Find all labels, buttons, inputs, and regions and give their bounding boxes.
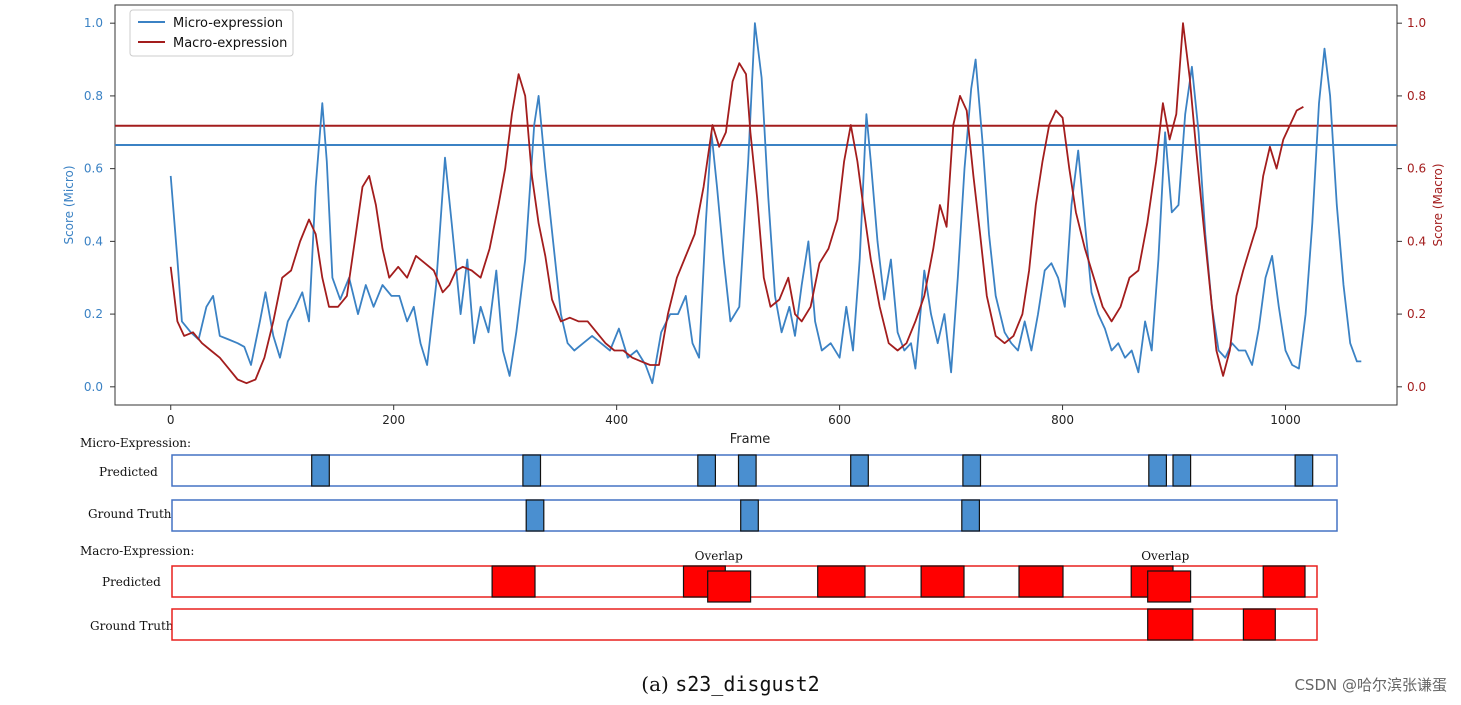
legend-label-micro: Micro-expression <box>173 16 283 31</box>
micro-predicted-segment <box>850 454 869 487</box>
figure-caption: (a) s23_disgust2 <box>0 672 1461 696</box>
macro-heading: Macro-Expression: <box>80 544 194 558</box>
micro-predicted-label: Predicted <box>99 465 158 479</box>
macro-predicted-label: Predicted <box>102 575 161 589</box>
y-tick-label-left: 0.4 <box>84 234 103 248</box>
y-tick-label-right: 1.0 <box>1407 16 1426 30</box>
micro-ground-truth-segment <box>525 499 545 532</box>
figure: 0 200 400 600 800 1000 0.0 0.2 0.4 0.6 0.8 1.0 0.0… <box>62 4 1445 641</box>
x-tick-label: 800 <box>1051 413 1074 427</box>
y-axis-label-right: Score (Macro) <box>1431 163 1445 246</box>
score-plot: 0 200 400 600 800 1000 0.0 0.2 0.4 0.6 0.8 1.0 0.0… <box>62 4 1445 447</box>
y-tick-label-right: 0.6 <box>1407 162 1426 176</box>
macro-predicted-segment <box>1147 570 1192 603</box>
macro-ground-truth-track <box>171 608 1318 641</box>
overlap-label: Overlap <box>695 549 743 563</box>
micro-heading: Micro-Expression: <box>80 436 191 450</box>
plot-frame <box>114 4 1398 406</box>
legend-label-macro: Macro-expression <box>173 36 287 51</box>
y-tick-label-right: 0.2 <box>1407 307 1426 321</box>
macro-predicted-segment <box>817 565 866 598</box>
y-axis-label-left: Score (Micro) <box>62 165 76 244</box>
y-tick-label-left: 0.0 <box>84 380 103 394</box>
macro-ground-truth-label: Ground Truth <box>90 619 174 633</box>
micro-predicted-segment <box>962 454 982 487</box>
micro-predicted-segment <box>697 454 716 487</box>
macro-predicted-segment <box>1262 565 1306 598</box>
micro-expression-line <box>169 22 1362 385</box>
macro-predicted-segment <box>491 565 536 598</box>
legend-box <box>129 9 294 57</box>
x-tick-label: 0 <box>167 413 175 427</box>
x-tick-label: 400 <box>605 413 628 427</box>
micro-ground-truth-segment <box>961 499 980 532</box>
y-tick-label-left: 0.8 <box>84 89 103 103</box>
event-tracks: Micro-Expression: Predicted Ground Truth… <box>80 436 1338 641</box>
legend: Micro-expression Macro-expression <box>129 9 294 57</box>
y-tick-label-right: 0.0 <box>1407 380 1426 394</box>
x-axis-label: Frame <box>730 432 771 447</box>
macro-ground-truth-segment <box>1147 608 1194 641</box>
x-tick-label: 200 <box>382 413 405 427</box>
micro-predicted-segment <box>737 454 757 487</box>
micro-predicted-segment <box>311 454 330 487</box>
y-tick-label-left: 0.2 <box>84 307 103 321</box>
micro-predicted-segment <box>1294 454 1314 487</box>
watermark: CSDN @哈尔滨张谦蛋 <box>1294 676 1447 694</box>
overlap-label: Overlap <box>1141 549 1189 563</box>
y-tick-label-left: 1.0 <box>84 16 103 30</box>
x-tick-label: 1000 <box>1270 413 1301 427</box>
macro-predicted-segment <box>1018 565 1064 598</box>
y-tick-label-right: 0.8 <box>1407 89 1426 103</box>
macro-predicted-segment <box>707 570 752 603</box>
micro-ground-truth-segment <box>740 499 759 532</box>
caption-name: s23_disgust2 <box>675 672 820 696</box>
macro-ground-truth-segment <box>1242 608 1276 641</box>
micro-predicted-segment <box>1148 454 1168 487</box>
caption-prefix: (a) <box>641 672 676 696</box>
macro-expression-line <box>169 22 1304 385</box>
micro-predicted-segment <box>1172 454 1192 487</box>
y-tick-label-right: 0.4 <box>1407 234 1426 248</box>
micro-predicted-segment <box>522 454 542 487</box>
x-tick-label: 600 <box>828 413 851 427</box>
y-tick-label-left: 0.6 <box>84 162 103 176</box>
macro-predicted-segment <box>920 565 965 598</box>
micro-ground-truth-label: Ground Truth <box>88 507 172 521</box>
